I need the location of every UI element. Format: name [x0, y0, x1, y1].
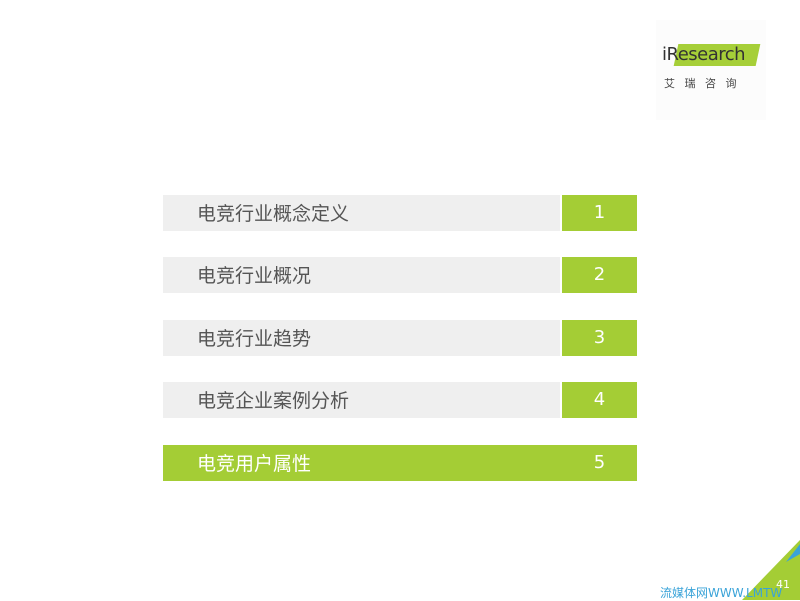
logo-subtitle: 艾 瑞 咨 询 — [664, 77, 740, 90]
menu-number: 1 — [562, 195, 637, 231]
menu-number: 2 — [562, 257, 637, 293]
menu-item[interactable]: 电竞行业概念定义 1 — [163, 195, 637, 231]
menu-label: 电竞用户属性 — [163, 445, 637, 481]
menu-number: 4 — [562, 382, 637, 418]
menu-number: 5 — [593, 452, 606, 473]
page-number: 41 — [776, 578, 790, 591]
menu-label: 电竞行业趋势 — [163, 320, 560, 356]
logo: iResearch 艾 瑞 咨 询 — [656, 20, 766, 120]
menu-label: 电竞行业概念定义 — [163, 195, 560, 231]
logo-brand: iResearch — [662, 44, 746, 65]
menu-item[interactable]: 电竞用户属性 5 — [163, 445, 637, 481]
corner-accent — [786, 544, 800, 562]
menu-item[interactable]: 电竞行业概况 2 — [163, 257, 637, 293]
corner-triangle — [742, 540, 800, 600]
menu-item[interactable]: 电竞行业趋势 3 — [163, 320, 637, 356]
menu-label: 电竞企业案例分析 — [163, 382, 560, 418]
menu-label: 电竞行业概况 — [163, 257, 560, 293]
menu-number: 3 — [562, 320, 637, 356]
watermark: 流媒体网WWW.LMTW — [660, 586, 783, 600]
menu-item[interactable]: 电竞企业案例分析 4 — [163, 382, 637, 418]
corner-decoration — [742, 540, 800, 600]
